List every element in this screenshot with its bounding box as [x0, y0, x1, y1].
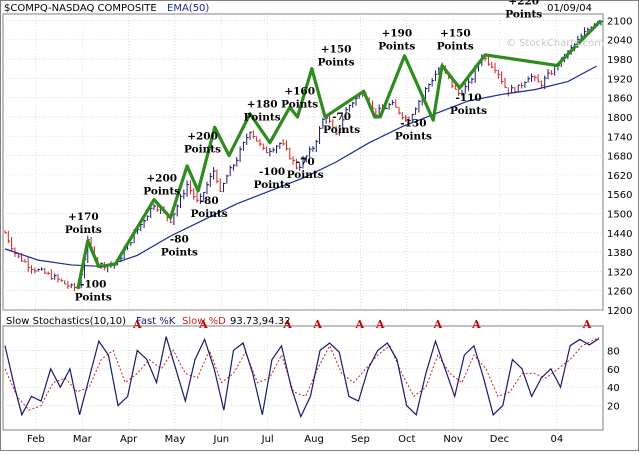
- price-tick-label: 1500: [607, 209, 632, 220]
- move-annotation-value: +160: [284, 85, 315, 97]
- annotation-layer: +170Points-100Points+200Points-80Points+…: [65, 0, 542, 303]
- move-annotation-value: -70: [296, 156, 315, 168]
- x-axis-label: Dec: [490, 434, 509, 445]
- move-annotation-unit: Points: [184, 143, 221, 155]
- move-annotation-value: -100: [259, 166, 285, 178]
- move-annotation-unit: Points: [505, 8, 542, 20]
- stoch-tick-label: 80: [607, 346, 620, 357]
- move-annotation-unit: Points: [450, 105, 487, 117]
- x-axis-label: Jun: [213, 434, 230, 445]
- move-annotation-unit: Points: [254, 179, 291, 191]
- stoch-marker-a: A: [354, 318, 364, 331]
- stoch-d-legend: Slow %D: [182, 316, 226, 327]
- move-annotation-unit: Points: [437, 41, 474, 53]
- stoch-marker-a: A: [132, 318, 142, 331]
- x-axis-label: Sep: [351, 434, 370, 445]
- move-annotation-unit: Points: [318, 57, 355, 69]
- move-annotation-unit: Points: [323, 124, 360, 136]
- x-axis-label: May: [165, 434, 186, 445]
- move-annotation-value: +190: [381, 28, 412, 40]
- move-annotation-unit: Points: [244, 111, 281, 123]
- stoch-tick-label: 40: [607, 383, 620, 394]
- price-tick-label: 1680: [607, 152, 632, 163]
- price-tick-label: 1800: [607, 113, 632, 124]
- x-axis-label: Oct: [398, 434, 415, 445]
- move-annotation-unit: Points: [161, 246, 198, 258]
- move-annotation-value: +170: [68, 211, 99, 223]
- move-annotation-unit: Points: [143, 185, 180, 197]
- stoch-marker-a: A: [433, 318, 443, 331]
- price-tick-label: 1860: [607, 94, 632, 105]
- stoch-marker-a: A: [282, 318, 292, 331]
- x-axis-label: Aug: [304, 434, 324, 445]
- chart-date: 01/09/04: [547, 3, 592, 14]
- stoch-marker-a: A: [471, 318, 481, 331]
- move-annotation-value: +200: [187, 130, 218, 142]
- x-axis-label: Jul: [261, 434, 274, 445]
- stoch-tick-label: 20: [607, 402, 620, 413]
- move-annotation-value: +200: [146, 172, 177, 184]
- move-annotation-unit: Points: [378, 41, 415, 53]
- price-tick-label: 1560: [607, 190, 632, 201]
- grid-layer: [3, 14, 603, 430]
- stochastics-title: Slow Stochastics(10,10): [6, 316, 126, 327]
- stoch-k-legend: Fast %K: [136, 316, 176, 327]
- swing-trend-line: [76, 19, 603, 290]
- price-tick-label: 1740: [607, 132, 632, 143]
- stoch-marker-a: A: [198, 318, 208, 331]
- price-tick-label: 1440: [607, 229, 632, 240]
- trend-line-layer: [76, 19, 603, 290]
- stoch-readout: 93.73,94.32: [230, 316, 290, 327]
- stoch-slow-d-line: [4, 337, 600, 411]
- move-annotation-value: -130: [400, 118, 426, 130]
- price-tick-label: 2100: [607, 16, 632, 27]
- price-tick-label: 1980: [607, 55, 632, 66]
- x-axis-label: Feb: [27, 434, 45, 445]
- x-axis-label: Nov: [443, 434, 463, 445]
- stoch-marker-a: A: [375, 318, 385, 331]
- move-annotation-unit: Points: [75, 291, 112, 303]
- move-annotation-value: +180: [247, 98, 278, 110]
- x-axis-label: 04: [550, 434, 563, 445]
- move-annotation-unit: Points: [65, 224, 102, 236]
- move-annotation-value: -110: [455, 92, 481, 104]
- price-tick-label: 1620: [607, 171, 632, 182]
- x-axis-label: Mar: [73, 434, 93, 445]
- price-tick-label: 1260: [607, 287, 632, 298]
- stochastics-panel-frame: [2, 325, 604, 431]
- move-annotation-unit: Points: [287, 169, 324, 181]
- price-tick-label: 1200: [607, 306, 632, 317]
- move-annotation-value: +150: [440, 28, 471, 40]
- move-annotation-unit: Points: [395, 131, 432, 143]
- move-annotation-value: -100: [80, 278, 106, 290]
- stoch-marker-a: A: [582, 318, 592, 331]
- stoch-tick-label: 60: [607, 365, 620, 376]
- watermark: © StockCharts.com: [506, 38, 604, 49]
- move-annotation-value: +150: [321, 44, 352, 56]
- price-tick-label: 1320: [607, 267, 632, 278]
- stoch-marker-a: A: [312, 318, 322, 331]
- stoch-fast-k-line: [4, 336, 600, 419]
- price-tick-label: 2040: [607, 36, 632, 47]
- move-annotation-value: -80: [170, 233, 189, 245]
- move-annotation-value: -80: [200, 195, 219, 207]
- move-annotation-value: -70: [332, 111, 351, 123]
- price-tick-label: 1920: [607, 74, 632, 85]
- x-axis-label: Apr: [120, 434, 138, 445]
- price-tick-label: 1380: [607, 248, 632, 259]
- move-annotation-unit: Points: [281, 98, 318, 110]
- axis-layer: 1200 1260 1320 1380 1440 1500 1560 1620 1680 1740…: [27, 16, 632, 445]
- chart-symbol-title: $COMPQ-NASDAQ COMPOSITE: [4, 3, 157, 14]
- move-annotation-value: +220: [508, 0, 539, 7]
- ema-legend: EMA(50): [167, 3, 209, 14]
- move-annotation-unit: Points: [191, 208, 228, 220]
